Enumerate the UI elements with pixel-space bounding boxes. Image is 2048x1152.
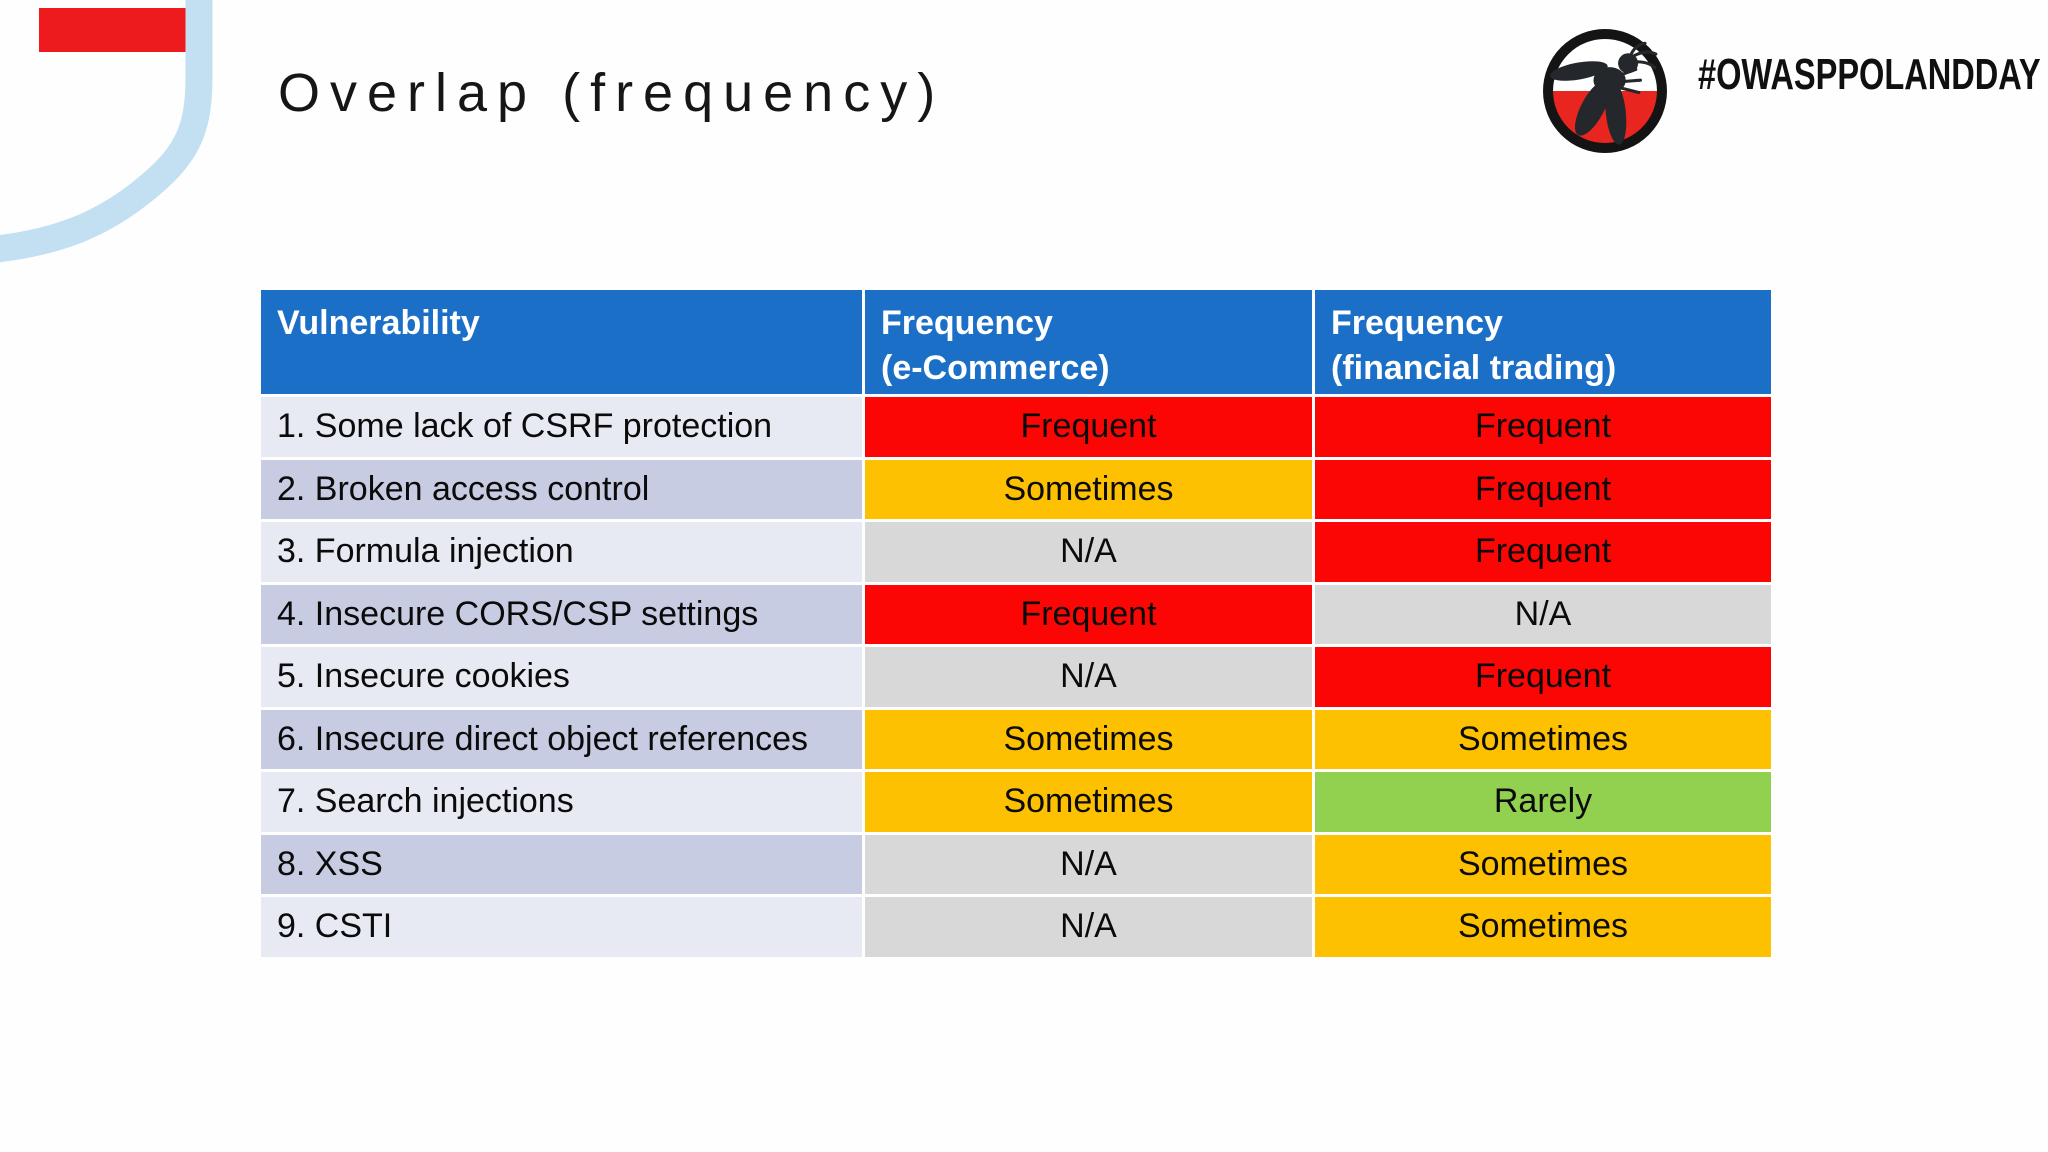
frequency-table: Vulnerability Frequency (e-Commerce) Fre…	[261, 290, 1771, 957]
vulnerability-cell: 6. Insecure direct object references	[261, 709, 862, 769]
financial-frequency-cell: Frequent	[1315, 647, 1771, 707]
table-row: 3. Formula injection N/A Frequent	[261, 522, 1771, 582]
vulnerability-cell: 9. CSTI	[261, 897, 862, 957]
financial-frequency-cell: Frequent	[1315, 522, 1771, 582]
vulnerability-cell: 4. Insecure CORS/CSP settings	[261, 584, 862, 644]
financial-frequency-cell: Frequent	[1315, 459, 1771, 519]
ecommerce-frequency-cell: Sometimes	[865, 772, 1312, 832]
table-row: 9. CSTI N/A Sometimes	[261, 897, 1771, 957]
header-frequency-financial: Frequency (financial trading)	[1315, 290, 1771, 394]
vulnerability-cell: 7. Search injections	[261, 772, 862, 832]
table-header-row: Vulnerability Frequency (e-Commerce) Fre…	[261, 290, 1771, 394]
ecommerce-frequency-cell: Sometimes	[865, 459, 1312, 519]
table-row: 1. Some lack of CSRF protection Frequent…	[261, 397, 1771, 457]
ecommerce-frequency-cell: Frequent	[865, 397, 1312, 457]
ecommerce-frequency-cell: N/A	[865, 522, 1312, 582]
ecommerce-frequency-cell: N/A	[865, 897, 1312, 957]
financial-frequency-cell: Sometimes	[1315, 834, 1771, 894]
vulnerability-cell: 8. XSS	[261, 834, 862, 894]
ecommerce-frequency-cell: N/A	[865, 647, 1312, 707]
wasp-icon	[1549, 41, 1658, 145]
table-row: 7. Search injections Sometimes Rarely	[261, 772, 1771, 832]
ecommerce-frequency-cell: N/A	[865, 834, 1312, 894]
table-row: 4. Insecure CORS/CSP settings Frequent N…	[261, 584, 1771, 644]
financial-frequency-cell: N/A	[1315, 584, 1771, 644]
table-row: 2. Broken access control Sometimes Frequ…	[261, 459, 1771, 519]
page-title: Overlap (frequency)	[278, 63, 946, 123]
hashtag-text: #OWASPPOLANDDAY	[1698, 50, 2041, 99]
red-accent-bar	[39, 8, 205, 52]
ecommerce-frequency-cell: Frequent	[865, 584, 1312, 644]
ecommerce-frequency-cell: Sometimes	[865, 709, 1312, 769]
financial-frequency-cell: Sometimes	[1315, 709, 1771, 769]
owasp-poland-logo	[1543, 29, 1667, 153]
vulnerability-cell: 3. Formula injection	[261, 522, 862, 582]
table-row: 5. Insecure cookies N/A Frequent	[261, 647, 1771, 707]
corner-curve-decoration	[0, 0, 213, 263]
vulnerability-cell: 1. Some lack of CSRF protection	[261, 397, 862, 457]
header-vulnerability: Vulnerability	[261, 290, 862, 394]
table-row: 6. Insecure direct object references Som…	[261, 709, 1771, 769]
financial-frequency-cell: Sometimes	[1315, 897, 1771, 957]
header-frequency-ecommerce: Frequency (e-Commerce)	[865, 290, 1312, 394]
financial-frequency-cell: Rarely	[1315, 772, 1771, 832]
vulnerability-cell: 5. Insecure cookies	[261, 647, 862, 707]
table-row: 8. XSS N/A Sometimes	[261, 834, 1771, 894]
financial-frequency-cell: Frequent	[1315, 397, 1771, 457]
vulnerability-cell: 2. Broken access control	[261, 459, 862, 519]
